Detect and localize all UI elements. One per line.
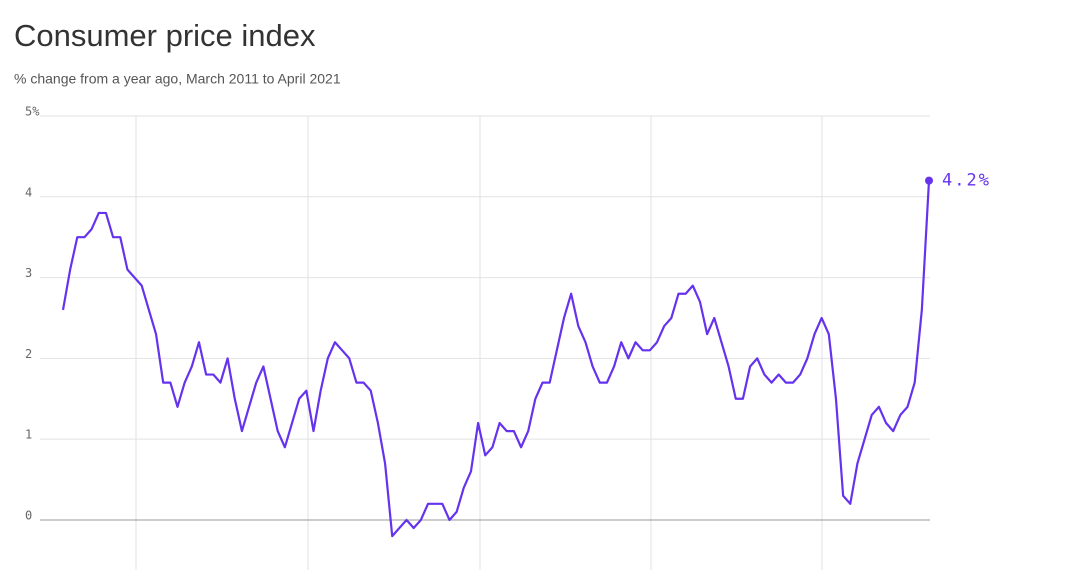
chart-title: Consumer price index (14, 18, 316, 53)
y-tick-label: 5% (25, 105, 40, 119)
value-label: 4.2% (942, 171, 991, 191)
x-grid (135, 116, 823, 570)
y-tick-label: 0 (25, 508, 32, 522)
y-tick-label: 4 (25, 185, 32, 199)
y-tick-label: 3 (25, 266, 32, 280)
cpi-line (61, 180, 931, 538)
chart-subtitle: % change from a year ago, March 2011 to … (14, 71, 341, 87)
end-dot (925, 176, 933, 185)
y-tick-label: 1 (25, 428, 32, 442)
y-tick-label: 2 (25, 347, 32, 361)
